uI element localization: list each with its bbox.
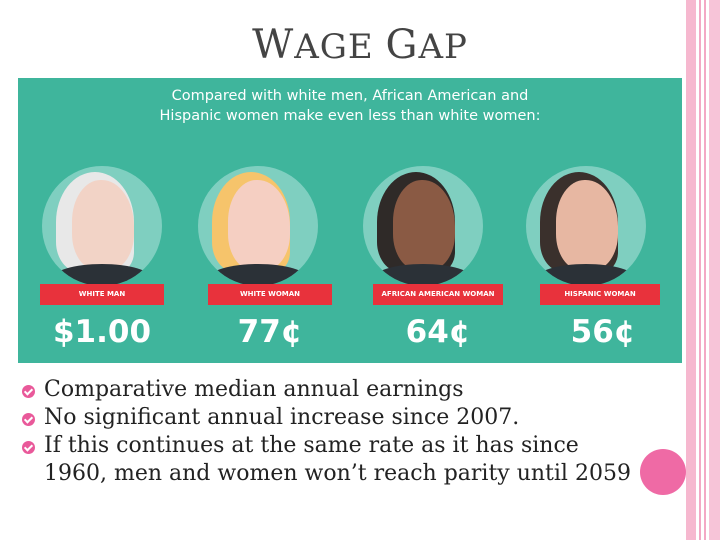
bullet-item: Comparative median annual earnings [22, 376, 692, 404]
border-stripe [709, 0, 720, 540]
face [72, 180, 134, 270]
label-ribbon: WHITE MAN [30, 284, 174, 309]
face [556, 180, 618, 270]
portrait-hispanic-woman [526, 166, 646, 306]
bullet-item: If this continues at the same rate as it… [22, 432, 692, 460]
bullet-item: No significant annual increase since 200… [22, 404, 692, 432]
check-icon [22, 385, 35, 398]
amount: 64¢ [405, 314, 471, 350]
face [393, 180, 455, 270]
border-stripe [686, 0, 696, 540]
border-stripe [699, 0, 701, 540]
wage-gap-infographic: Compared with white men, African America… [18, 78, 682, 363]
infographic-heading: Compared with white men, African America… [159, 88, 541, 124]
label-ribbon: WHITE WOMAN [198, 284, 342, 309]
check-icon [22, 441, 35, 454]
check-icon [22, 413, 35, 426]
label-ribbon: HISPANIC WOMAN [530, 284, 670, 309]
portrait-white-man [42, 166, 162, 306]
border-stripe [704, 0, 706, 540]
amount: 77¢ [237, 314, 303, 350]
amount: $1.00 [52, 314, 152, 350]
decorative-circle [640, 449, 686, 495]
portrait-white-woman [198, 166, 318, 306]
label-ribbon: AFRICAN AMERICAN WOMAN [363, 284, 513, 309]
portrait-african-american-woman [363, 166, 483, 306]
bullet-item-continued: 1960, men and women won’t reach parity u… [44, 461, 631, 486]
face [228, 180, 290, 270]
amount: 56¢ [570, 314, 636, 350]
slide-title: WAGE GAP [252, 22, 468, 68]
bullet-list: Comparative median annual earnings No si… [22, 376, 692, 488]
